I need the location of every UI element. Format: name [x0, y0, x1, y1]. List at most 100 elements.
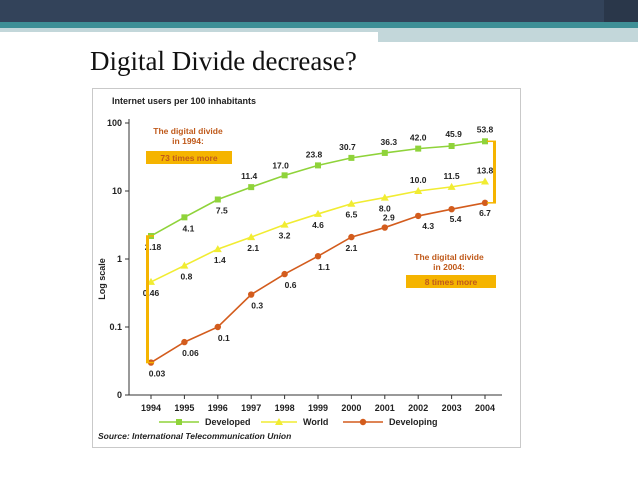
data-label: 2.1 [345, 243, 357, 253]
data-point [347, 199, 356, 207]
data-label: 8.0 [379, 204, 391, 214]
chart-source: Source: International Telecommunication … [98, 431, 291, 441]
header-accent-bar [0, 22, 638, 28]
data-label: 30.7 [339, 142, 356, 152]
y-tick-label: 10 [112, 186, 122, 196]
legend-marker [275, 418, 283, 425]
data-label: 13.8 [477, 165, 494, 175]
data-point [348, 154, 355, 161]
legend-marker [176, 419, 182, 425]
data-label: 2.9 [383, 213, 395, 223]
data-point [315, 162, 321, 169]
data-label: 36.3 [381, 137, 398, 147]
data-point [448, 205, 455, 213]
data-label: 6.5 [345, 210, 357, 220]
data-label: 0.6 [285, 280, 297, 290]
data-label: 0.03 [149, 369, 166, 379]
data-point [181, 214, 188, 221]
data-label: 0.8 [180, 272, 192, 282]
data-point [414, 187, 423, 194]
series-world: 0.46 0.8 1.4 2.1 3.2 4.6 6.5 8.0 10.0 11.5 13.8 [143, 165, 494, 297]
x-tick-label: 2003 [442, 403, 462, 413]
series-developing: 0.03 0.06 0.1 0.3 0.6 1.1 2.1 2.9 4.3 5.4 6.7 [147, 199, 491, 379]
legend: Developed World Developing [159, 417, 438, 427]
legend-item-developed: Developed [159, 417, 251, 427]
x-tick-label: 2002 [408, 403, 428, 413]
annotation-2004-line1: The digital divide [414, 252, 484, 262]
header-corner-block [604, 0, 638, 22]
annotation-1994-line1: The digital divide [153, 126, 223, 136]
divide-bar-1994 [146, 235, 149, 363]
data-point [380, 193, 389, 201]
annotation-2004-line2: in 2004: [433, 262, 465, 272]
annotation-2004-box [406, 275, 496, 288]
data-label: 3.2 [279, 231, 291, 241]
data-label: 4.6 [312, 220, 324, 230]
x-tick-label: 1998 [275, 403, 295, 413]
data-point [248, 291, 255, 298]
data-label: 11.5 [444, 171, 460, 181]
data-label: 11.4 [241, 171, 257, 181]
annotation-1994-line2: in 1994: [172, 136, 204, 146]
data-label: 0.06 [182, 348, 199, 358]
axes: 100 10 1 0.1 0 1994 1995 1996 1997 1998 1999 2000 20… [107, 118, 502, 413]
legend-label: Developing [389, 417, 438, 427]
header-bar [0, 0, 638, 22]
x-tick-label: 1996 [208, 403, 228, 413]
chart-panel: Internet users per 100 inhabitants Log s… [92, 88, 521, 448]
y-tick-label: 0 [117, 390, 122, 400]
x-tick-label: 2000 [341, 403, 361, 413]
x-tick-label: 2004 [475, 403, 495, 413]
x-tick-label: 1994 [141, 403, 161, 413]
legend-label: Developed [205, 417, 251, 427]
y-tick-label: 1 [117, 254, 122, 264]
data-point [213, 245, 222, 253]
series-layer: 2.18 4.1 7.5 11.4 17.0 23.8 30.7 36.3 42.0 45.9 53… [143, 124, 494, 378]
data-label: 6.7 [479, 208, 491, 218]
data-point [180, 261, 189, 269]
data-point [381, 149, 388, 156]
data-point [281, 270, 288, 278]
data-label: 7.5 [216, 205, 228, 215]
data-label: 45.9 [445, 129, 462, 139]
data-point [482, 138, 488, 145]
x-tick-label: 1999 [308, 403, 328, 413]
data-label: 0.46 [143, 288, 160, 298]
y-tick-label: 0.1 [109, 322, 122, 332]
header-light-strip-right [378, 28, 638, 42]
annotation-2004-box-text: 8 times more [425, 277, 478, 287]
data-label: 2.18 [145, 242, 162, 252]
series-developed: 2.18 4.1 7.5 11.4 17.0 23.8 30.7 36.3 42.0 45.9 53… [145, 124, 494, 252]
legend-item-world: World [261, 417, 328, 427]
data-point [481, 177, 489, 185]
data-point [448, 142, 455, 149]
data-point [314, 209, 322, 217]
x-tick-label: 2001 [375, 403, 395, 413]
data-label: 53.8 [477, 124, 494, 134]
data-label: 10.0 [410, 175, 427, 185]
annotation-1994-box [146, 151, 232, 164]
data-point [181, 338, 188, 346]
data-label: 0.3 [251, 301, 263, 311]
data-point [314, 252, 322, 260]
data-point [348, 233, 355, 241]
data-point [281, 172, 288, 179]
x-tick-label: 1997 [241, 403, 261, 413]
y-tick-label: 100 [107, 118, 122, 128]
data-label: 1.4 [214, 255, 226, 265]
data-label: 1.1 [318, 262, 330, 272]
data-point [415, 212, 422, 220]
data-label: 0.1 [218, 333, 230, 343]
legend-label: World [303, 417, 328, 427]
y-axis-label: Log scale [97, 258, 107, 300]
x-tick-label: 1995 [174, 403, 194, 413]
slide-title: Digital Divide decrease? [90, 46, 357, 76]
data-label: 5.4 [450, 214, 462, 224]
data-point [214, 323, 221, 331]
data-label: 23.8 [306, 149, 323, 159]
data-point [214, 196, 221, 203]
legend-item-developing: Developing [343, 417, 438, 427]
data-point [415, 145, 422, 152]
chart-title: Internet users per 100 inhabitants [112, 96, 256, 106]
